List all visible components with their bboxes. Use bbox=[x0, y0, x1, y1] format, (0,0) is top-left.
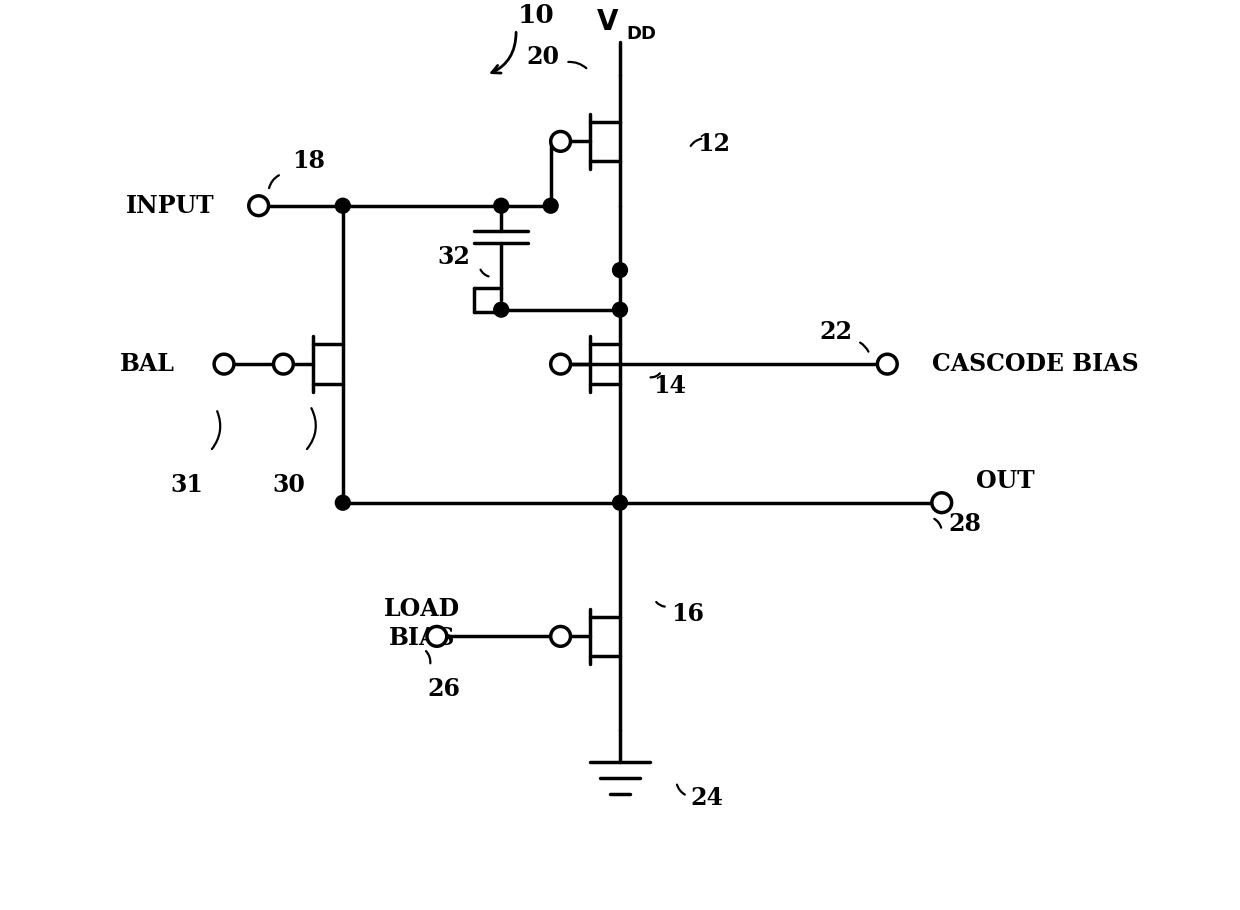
Text: 28: 28 bbox=[949, 512, 981, 537]
Circle shape bbox=[878, 354, 898, 374]
Text: 22: 22 bbox=[820, 320, 852, 345]
Circle shape bbox=[215, 354, 234, 374]
Circle shape bbox=[494, 302, 508, 317]
Circle shape bbox=[335, 495, 350, 511]
Circle shape bbox=[427, 626, 446, 646]
Text: $\mathbf{DD}$: $\mathbf{DD}$ bbox=[626, 25, 657, 44]
Text: 24: 24 bbox=[691, 785, 724, 810]
Circle shape bbox=[274, 354, 294, 374]
Text: $\mathbf{V}$: $\mathbf{V}$ bbox=[596, 9, 620, 36]
Text: 26: 26 bbox=[428, 677, 460, 701]
Text: INPUT: INPUT bbox=[125, 194, 215, 217]
Text: 32: 32 bbox=[438, 245, 470, 269]
Text: 10: 10 bbox=[517, 3, 554, 28]
Circle shape bbox=[543, 198, 558, 213]
Text: 20: 20 bbox=[526, 46, 559, 69]
Circle shape bbox=[551, 626, 570, 646]
Circle shape bbox=[551, 131, 570, 151]
Circle shape bbox=[335, 198, 350, 213]
Text: BAL: BAL bbox=[119, 352, 175, 376]
Circle shape bbox=[931, 493, 951, 512]
Text: 30: 30 bbox=[272, 473, 305, 497]
Circle shape bbox=[613, 263, 627, 278]
Text: LOAD: LOAD bbox=[384, 597, 460, 621]
Circle shape bbox=[249, 196, 269, 216]
Text: 16: 16 bbox=[671, 602, 704, 625]
Text: BIAS: BIAS bbox=[389, 626, 455, 651]
Text: 31: 31 bbox=[170, 473, 203, 497]
Text: 14: 14 bbox=[653, 374, 686, 398]
Circle shape bbox=[613, 302, 627, 317]
Text: CASCODE BIAS: CASCODE BIAS bbox=[931, 352, 1138, 376]
Text: OUT: OUT bbox=[976, 469, 1035, 493]
Text: 12: 12 bbox=[698, 132, 730, 157]
Circle shape bbox=[613, 495, 627, 511]
Circle shape bbox=[551, 354, 570, 374]
Circle shape bbox=[494, 198, 508, 213]
Text: 18: 18 bbox=[291, 149, 325, 173]
